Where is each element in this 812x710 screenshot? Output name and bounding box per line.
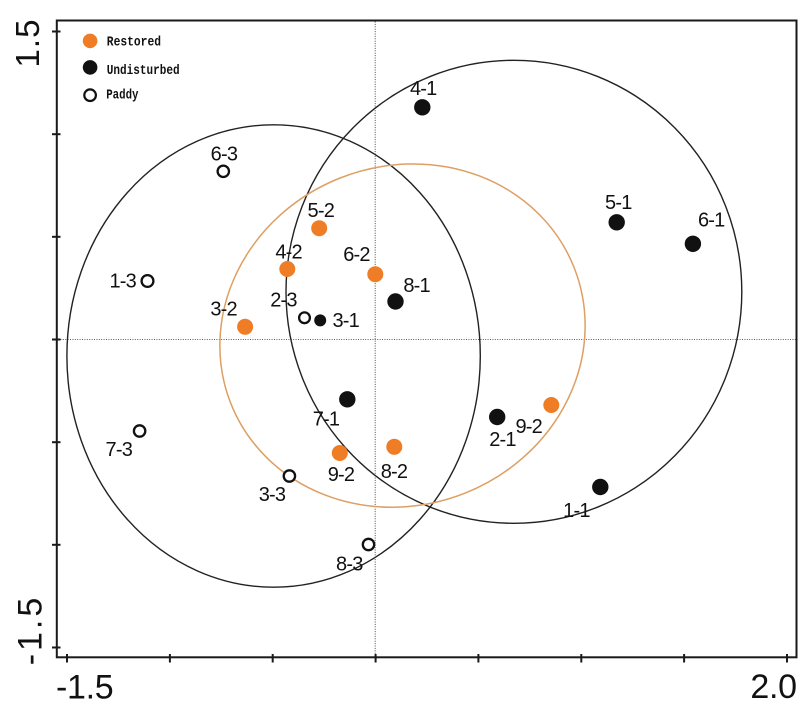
svg-text:5-2: 5-2 — [308, 200, 335, 222]
svg-text:9-2: 9-2 — [328, 464, 355, 486]
svg-text:7-3: 7-3 — [106, 439, 133, 461]
svg-text:1.5: 1.5 — [9, 19, 46, 68]
svg-text:3-3: 3-3 — [259, 484, 286, 506]
svg-text:3-1: 3-1 — [332, 310, 359, 332]
svg-text:6-1: 6-1 — [698, 210, 725, 232]
svg-text:-1.5: -1.5 — [12, 595, 50, 666]
svg-text:4-2: 4-2 — [275, 242, 302, 264]
svg-text:Undisturbed: Undisturbed — [107, 64, 180, 79]
svg-text:7-1: 7-1 — [313, 409, 340, 431]
svg-text:Paddy: Paddy — [106, 89, 138, 104]
svg-text:4-1: 4-1 — [410, 78, 437, 100]
svg-text:8-2: 8-2 — [381, 461, 408, 483]
svg-text:3-2: 3-2 — [210, 299, 237, 321]
svg-text:2-1: 2-1 — [489, 429, 516, 451]
svg-text:-1.5: -1.5 — [56, 668, 113, 706]
svg-text:6-2: 6-2 — [343, 244, 370, 266]
svg-text:6-3: 6-3 — [211, 144, 238, 166]
svg-text:5-1: 5-1 — [605, 192, 632, 214]
svg-text:8-3: 8-3 — [336, 554, 363, 576]
svg-text:1-1: 1-1 — [563, 500, 590, 522]
svg-text:Restored: Restored — [107, 36, 161, 51]
svg-text:2-3: 2-3 — [270, 290, 297, 312]
svg-text:9-2: 9-2 — [515, 416, 542, 438]
svg-text:8-1: 8-1 — [403, 275, 430, 297]
svg-text:2.0: 2.0 — [750, 668, 796, 706]
svg-text:1-3: 1-3 — [109, 271, 136, 293]
